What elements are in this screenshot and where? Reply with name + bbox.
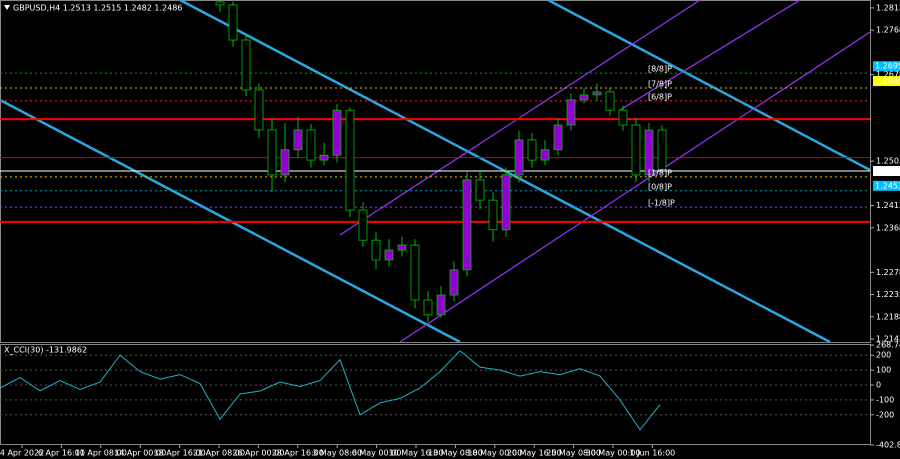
y-tick-label: -200 (876, 410, 894, 419)
y-tick-label: 100 (876, 366, 891, 375)
y-tick-label: 1.2503 (876, 157, 900, 166)
candle-body (592, 91, 602, 96)
x-tick-label: 20 May 16:00 (507, 449, 562, 458)
price-tag-label: 1.2665 (875, 77, 900, 86)
cci-frame (0, 344, 871, 445)
candle-body (241, 39, 251, 91)
x-tick-label: 10 May 16:00 (389, 449, 444, 458)
x-tick-label: 30 May 00:00 (586, 449, 641, 458)
y-tick-label: 1.2278 (876, 268, 900, 277)
candle-body (423, 299, 433, 316)
candle-body (475, 179, 485, 201)
y-tick-label: 1.2233 (876, 290, 900, 299)
x-tick-label: 21 Apr 08:00 (193, 449, 245, 458)
murray-label: [-1/8]P (648, 199, 675, 208)
y-tick-label: -402.8010 (876, 441, 900, 450)
x-tick-label: 1 Jun 16:00 (630, 449, 676, 458)
candle-body (579, 94, 589, 101)
y-tick-label: 0 (876, 381, 881, 390)
candle-body (319, 154, 329, 161)
x-tick-label: 26 Apr 00:00 (232, 449, 284, 458)
y-tick-label: 268.7453 (876, 341, 900, 350)
murray-label: [1/8]P (648, 168, 672, 177)
x-tick-label: 6 Apr 16:00 (38, 449, 85, 458)
x-tick-label: 3 May 08:00 (312, 449, 362, 458)
cci-line (0, 350, 661, 431)
candle-body (371, 239, 381, 261)
x-tick-label: 18 Apr 16:00 (154, 449, 206, 458)
y-tick-label: -100 (876, 395, 894, 404)
candle-body (566, 99, 576, 126)
channel-line (619, 0, 801, 111)
candle-body (501, 174, 511, 231)
candle-body (605, 91, 615, 111)
candle-body (436, 294, 446, 316)
x-tick-label: 18 May 00:00 (467, 449, 522, 458)
candle-body (657, 129, 667, 170)
candle-body (514, 139, 524, 176)
price-tag (873, 76, 900, 87)
candle-body (397, 244, 407, 251)
chart-title: GBPUSD,H4 1.2513 1.2515 1.2482 1.2486 (13, 4, 182, 13)
candle-body (644, 129, 654, 176)
candle-body (384, 249, 394, 261)
candle-body (449, 269, 459, 296)
channel-line (339, 0, 701, 236)
plot (0, 0, 870, 322)
candle-body (527, 139, 537, 161)
price-tag (873, 61, 900, 72)
candle-body (215, 1, 225, 6)
price-tag (873, 180, 900, 191)
candle-body (293, 129, 303, 151)
symbol-icon (4, 5, 10, 10)
y-tick-label: 1.2188 (876, 312, 900, 321)
x-tick-label: 11 Apr 08:00 (75, 449, 127, 458)
candle-body (488, 199, 498, 231)
candle-body (553, 124, 563, 151)
x-tick-label: 13 May 08:00 (428, 449, 483, 458)
candle-body (267, 129, 277, 176)
price-tag (873, 166, 900, 176)
candle-body (280, 149, 290, 176)
y-tick-label: 1.2768 (876, 26, 900, 35)
candle-body (254, 89, 264, 131)
candle-body (631, 124, 641, 176)
candle-body (306, 129, 316, 161)
candle-body (345, 109, 355, 211)
y-tick-label: 1.2368 (876, 223, 900, 232)
channel-line (547, 0, 870, 172)
candle-body (540, 149, 550, 161)
x-tick-label: 6 May 00:00 (352, 449, 402, 458)
candle-body (358, 209, 368, 241)
murray-label: [6/8]P (648, 92, 672, 101)
x-tick-label: 25 May 08:00 (546, 449, 601, 458)
murray-label: [0/8]P (648, 182, 672, 191)
price-tag-label: 1.2695 (875, 62, 900, 71)
indicator-title: X_CCI(30) -131.9862 (4, 346, 87, 355)
channel-line (399, 31, 870, 342)
y-tick-label: 200 (876, 351, 891, 360)
candle-body (618, 109, 628, 126)
y-tick-label: 1.2813 (876, 3, 900, 12)
candle-body (332, 109, 342, 156)
y-tick-label: 1.2678 (876, 70, 900, 79)
x-tick-label: 4 Apr 2022 (0, 449, 44, 458)
y-tick-label: 1.2413 (876, 201, 900, 210)
price-tag-label: 1.2483 (875, 167, 900, 176)
murray-label: [8/8]P (648, 65, 672, 74)
y-tick-label: 1.2143 (876, 335, 900, 344)
candle-body (462, 179, 472, 271)
candle-body (410, 244, 420, 301)
x-tick-label: 28 Apr 16:00 (272, 449, 324, 458)
price-tag-label: 1.2453 (875, 181, 900, 190)
x-tick-label: 14 Apr 00:00 (114, 449, 166, 458)
murray-label: [7/8]P (648, 79, 672, 88)
candle-body (228, 4, 238, 41)
